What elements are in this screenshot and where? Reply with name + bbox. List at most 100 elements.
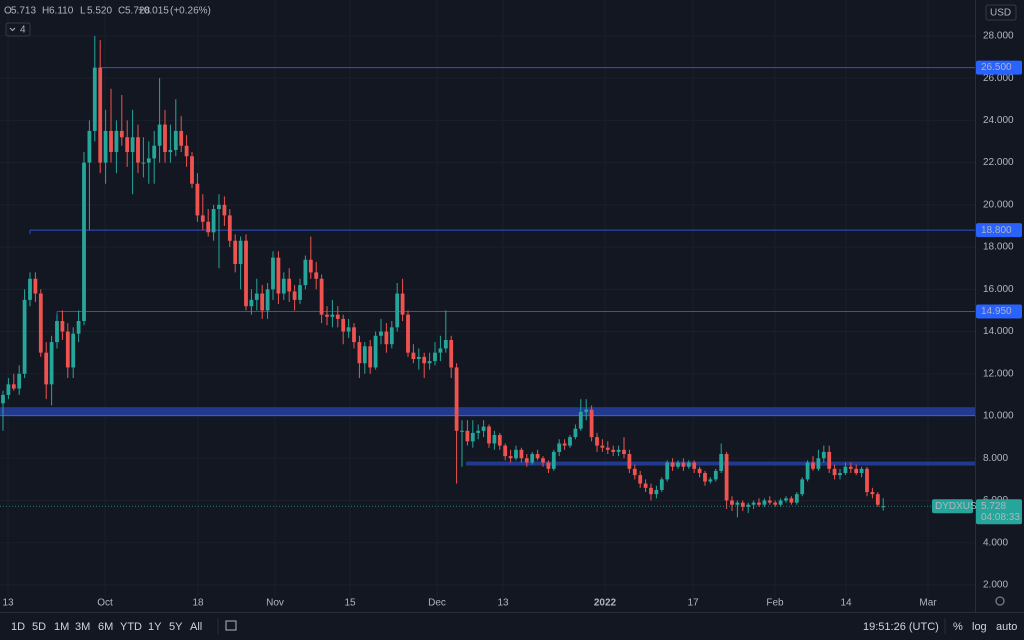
candle-body <box>676 462 680 467</box>
currency-select[interactable] <box>985 4 1017 21</box>
candle-body <box>530 454 535 463</box>
indicator-toggle[interactable] <box>5 22 31 37</box>
x-tick-label: Oct <box>97 598 113 609</box>
candle-body <box>411 352 416 360</box>
scale-button[interactable]: % <box>953 621 963 633</box>
candle-body <box>784 498 788 501</box>
candle-body <box>395 293 400 328</box>
chevron-icon <box>9 27 16 32</box>
candle-body <box>622 449 626 455</box>
y-tick-label: 20.000 <box>983 199 1014 210</box>
x-tick-label: 2022 <box>594 598 617 609</box>
range-button[interactable]: YTD <box>120 621 142 633</box>
x-tick-label: Mar <box>919 598 937 609</box>
x-tick-label: 13 <box>497 598 509 609</box>
candle-body <box>195 183 200 216</box>
candle-body <box>870 492 875 495</box>
candle-body <box>605 447 610 450</box>
candle-body <box>87 130 92 163</box>
legend-key: O <box>4 6 12 17</box>
calendar-icon[interactable] <box>225 620 237 631</box>
candle-body <box>589 409 594 438</box>
candle-body <box>71 333 76 368</box>
candle-body <box>611 449 616 452</box>
candle-body <box>114 130 119 153</box>
candle-body <box>211 209 216 233</box>
candle-body <box>535 454 540 459</box>
last-price-label: 5.728 <box>981 501 1006 512</box>
candle-body <box>44 352 49 385</box>
level-price-label: 18.800 <box>981 225 1012 236</box>
candle-body <box>179 130 184 146</box>
y-tick-label: 14.000 <box>983 326 1014 337</box>
symbol-box <box>932 499 973 514</box>
candle-body <box>638 475 643 484</box>
candle-body <box>206 221 211 233</box>
candle-body <box>541 458 545 463</box>
candle-body <box>713 470 718 480</box>
legend-value: 5.728 <box>125 6 150 17</box>
candle-body <box>632 468 637 476</box>
y-tick-label: 10.000 <box>983 411 1014 422</box>
candle-body <box>287 278 292 292</box>
y-tick-label: 28.000 <box>983 31 1014 42</box>
x-tick-label: 17 <box>687 598 699 609</box>
indicator-count[interactable]: 4 <box>20 25 26 36</box>
x-tick-label: Nov <box>266 598 284 609</box>
candle-body <box>449 339 454 368</box>
candle-body <box>492 435 497 444</box>
candle-body <box>843 466 848 474</box>
candle-body <box>227 215 232 241</box>
level-price-box <box>976 304 1022 319</box>
candle-body <box>546 462 551 469</box>
candle-body <box>503 445 508 457</box>
candle-body <box>730 500 734 505</box>
y-tick-label: 12.000 <box>983 368 1014 379</box>
candle-body <box>384 331 389 345</box>
candle-body <box>125 137 130 153</box>
candle-body <box>443 339 448 349</box>
range-button[interactable]: 3M <box>75 621 90 633</box>
candle-body <box>551 451 556 469</box>
scale-button[interactable]: auto <box>996 621 1017 633</box>
candle-body <box>76 320 81 334</box>
candle-body <box>735 502 740 505</box>
candle-body <box>416 356 421 360</box>
candle-body <box>508 456 513 459</box>
range-button[interactable]: 1Y <box>148 621 162 633</box>
candle-body <box>119 130 124 138</box>
candle-body <box>400 293 405 315</box>
range-button[interactable]: 5Y <box>169 621 183 633</box>
candle-body <box>616 449 621 452</box>
x-tick-label: 14 <box>840 598 852 609</box>
level-price-box <box>976 223 1022 238</box>
candle-body <box>881 506 886 508</box>
legend-value: 6.110 <box>49 6 74 17</box>
candle-body <box>49 342 54 385</box>
currency-label[interactable]: USD <box>990 8 1011 19</box>
candle-body <box>697 468 702 474</box>
candle-body <box>249 299 254 307</box>
candle-body <box>703 473 707 482</box>
candle-body <box>811 462 815 469</box>
y-tick-label: 4.000 <box>983 537 1008 548</box>
range-button[interactable]: 5D <box>32 621 46 633</box>
last-price-box <box>976 499 1022 525</box>
candle-body <box>595 437 599 446</box>
candle-body <box>362 346 367 364</box>
x-tick-label: 15 <box>344 598 356 609</box>
candle-body <box>767 500 772 503</box>
candle-body <box>821 451 826 459</box>
range-button[interactable]: All <box>190 621 202 633</box>
candle-body <box>109 130 113 153</box>
x-tick-label: Feb <box>766 598 784 609</box>
range-button[interactable]: 1D <box>11 621 25 633</box>
candle-body <box>238 240 243 264</box>
candle-body <box>757 502 761 505</box>
range-button[interactable]: 1M <box>54 621 69 633</box>
scale-button[interactable]: log <box>972 621 987 633</box>
range-button[interactable]: 6M <box>98 621 113 633</box>
x-tick-label: 18 <box>192 598 204 609</box>
candle-body <box>65 331 70 368</box>
settings-icon[interactable] <box>995 596 1005 606</box>
